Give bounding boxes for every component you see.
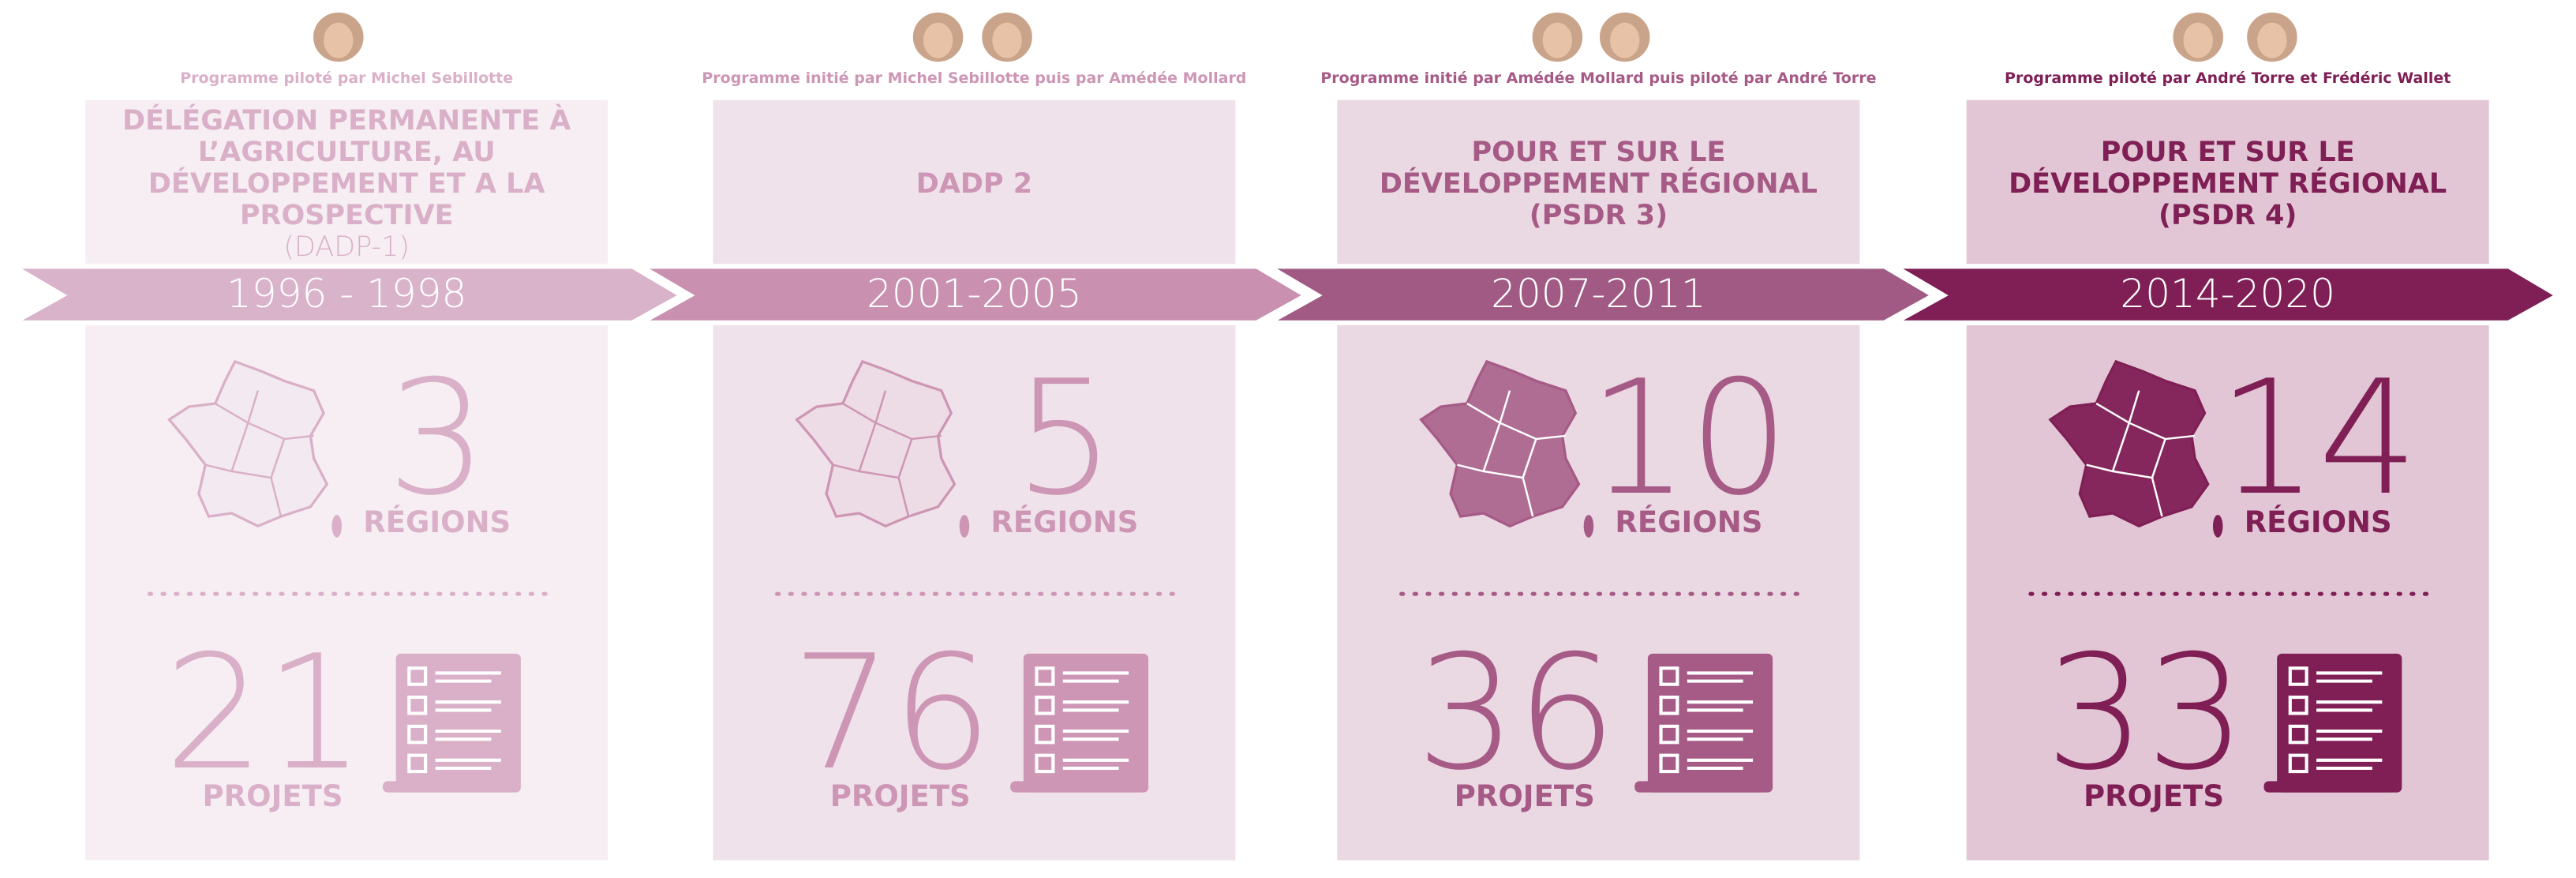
regions-count: 5 <box>1014 347 1115 531</box>
doc-checkbox <box>1035 724 1055 745</box>
regions-count: 3 <box>387 347 488 531</box>
projects-label: PROJETS <box>829 779 971 814</box>
projects-label: PROJETS <box>202 779 343 814</box>
corsica <box>959 515 970 538</box>
panel <box>1966 99 2489 861</box>
avatar-face <box>1610 22 1640 58</box>
doc-checkbox <box>1659 753 1679 774</box>
doc-checkbox <box>2288 753 2308 774</box>
program-title: DÉLÉGATION PERMANENTE À L’AGRICULTURE, A… <box>122 105 571 264</box>
projects-count: 36 <box>1416 621 1617 805</box>
france-map <box>795 359 970 538</box>
avatar-face <box>2257 22 2287 58</box>
pilots: Programme initié par Michel Sebillotte p… <box>702 69 1247 87</box>
projects-count: 76 <box>792 621 993 805</box>
doc-checkbox <box>407 724 428 745</box>
doc-checkbox <box>1035 666 1055 686</box>
program-title: POUR ET SUR LE DÉVELOPPEMENT RÉGIONAL (P… <box>1379 137 1818 232</box>
projects-count: 33 <box>2045 621 2246 805</box>
map-outline <box>167 359 329 528</box>
doc-checkbox <box>1659 724 1679 745</box>
period: 2014-2020 <box>2120 271 2335 317</box>
doc-checkbox <box>407 696 428 715</box>
regions-label: RÉGIONS <box>363 505 511 539</box>
avatar-face <box>324 22 354 58</box>
map-region-border <box>2151 438 2166 478</box>
map-region-border <box>897 438 913 478</box>
pilots: Programme piloté par Michel Sebillotte <box>180 69 514 87</box>
map-region-border <box>270 438 286 478</box>
period: 2007-2011 <box>1491 271 1706 317</box>
doc-checkbox <box>2288 724 2308 745</box>
pilots: Programme initié par Amédée Mollard puis… <box>1320 69 1877 87</box>
doc-checkbox <box>407 753 428 774</box>
program-subtitle: (DADP-1) <box>283 231 410 264</box>
avatar-face <box>992 22 1022 58</box>
france-map <box>1419 359 1594 538</box>
program-title: DADP 2 <box>915 168 1033 201</box>
doc-checkbox <box>1035 696 1055 715</box>
doc-icon-curl <box>383 781 515 793</box>
regions-count: 10 <box>1588 347 1790 531</box>
france-map <box>2048 359 2223 538</box>
regions-label: RÉGIONS <box>1615 505 1763 539</box>
doc-checkbox <box>2288 696 2308 715</box>
panel <box>85 99 608 861</box>
avatar-face <box>2183 22 2213 58</box>
projects-label: PROJETS <box>2084 779 2224 814</box>
corsica <box>2212 515 2223 538</box>
projects-count: 21 <box>163 621 365 805</box>
timeline-arrow <box>3 264 687 325</box>
map-outline <box>1419 359 1581 528</box>
doc-checkbox <box>1659 666 1679 686</box>
avatar-face <box>923 22 953 58</box>
period: 1996 - 1998 <box>227 271 467 317</box>
doc-icon-curl <box>1010 781 1142 793</box>
doc-checkbox <box>1035 753 1055 774</box>
map-region-border <box>1522 438 1537 478</box>
projects-label: PROJETS <box>1454 779 1595 814</box>
doc-icon-curl <box>1634 781 1766 793</box>
map-outline <box>2048 359 2210 528</box>
regions-count: 14 <box>2217 347 2419 531</box>
doc-checkbox <box>1659 696 1679 715</box>
corsica <box>1583 515 1594 538</box>
doc-icon-curl <box>2263 781 2396 793</box>
regions-label: RÉGIONS <box>990 505 1139 539</box>
avatar-face <box>1542 22 1573 58</box>
timeline-arrow <box>1885 264 2563 325</box>
timeline-arrow <box>631 264 1312 325</box>
doc-checkbox <box>2288 666 2308 686</box>
doc-checkbox <box>407 666 428 686</box>
program-title: POUR ET SUR LE DÉVELOPPEMENT RÉGIONAL (P… <box>2009 137 2447 232</box>
france-map <box>167 359 342 538</box>
corsica <box>331 515 342 538</box>
period: 2001-2005 <box>867 271 1082 317</box>
pilots: Programme piloté par André Torre et Fréd… <box>2005 69 2451 87</box>
regions-label: RÉGIONS <box>2244 505 2392 539</box>
timeline-arrow <box>1259 264 1939 325</box>
map-outline <box>795 359 957 528</box>
